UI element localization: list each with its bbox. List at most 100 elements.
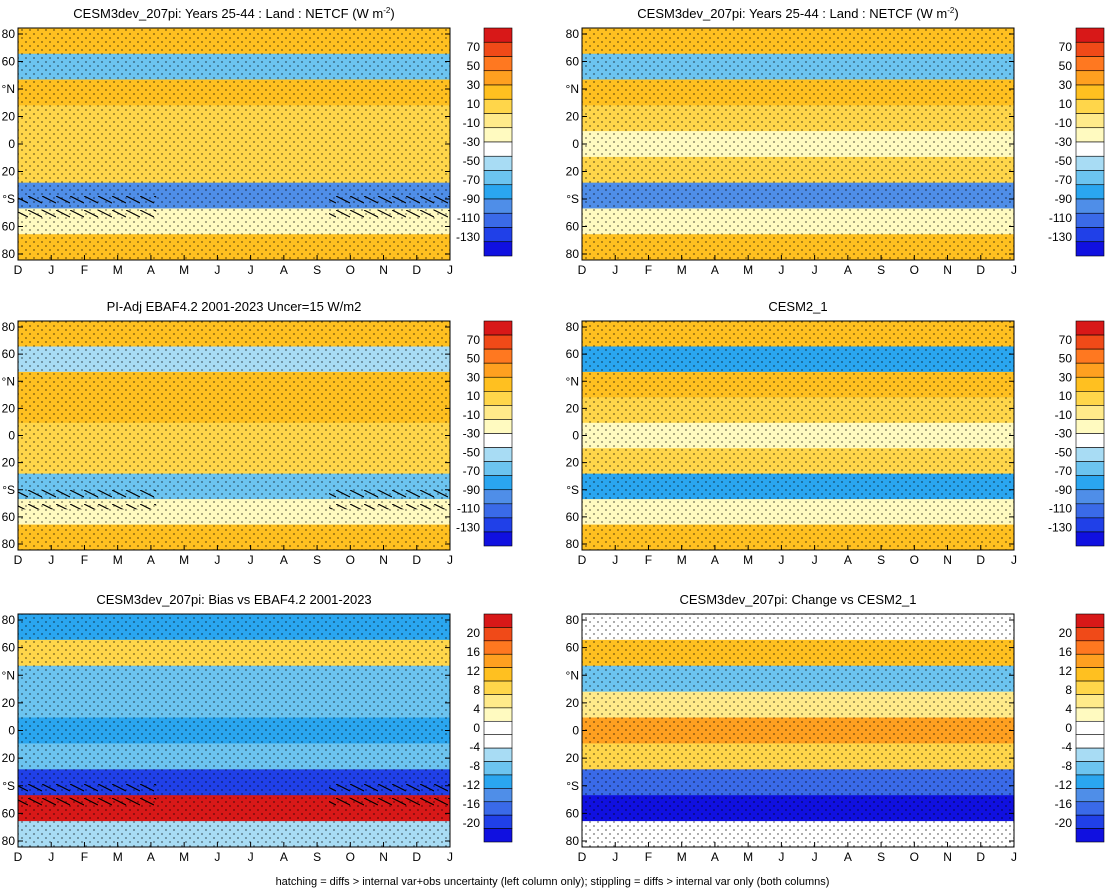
colorbar-label: -20 [463,816,481,830]
colorbar-label: -110 [457,502,480,516]
x-tick-label: O [346,263,355,277]
colorbar-cell [1075,774,1105,789]
colorbar-cell [1075,348,1105,364]
x-tick-label: F [645,263,652,277]
colorbar-label: 10 [1059,389,1073,403]
colorbar-cell [483,198,513,214]
x-tick-label: J [48,850,54,864]
colorbar-cell [1075,320,1105,336]
colorbar-label: -110 [457,211,480,225]
colorbar-label: 10 [467,97,481,111]
x-tick-label: J [612,850,618,864]
y-tick-label: 60 [566,806,580,820]
colorbar-label: 30 [467,370,481,384]
x-tick-label: M [677,553,687,567]
colorbar-label: 0 [473,721,480,735]
x-tick-label: J [48,263,54,277]
colorbar-label: 20 [1059,626,1073,640]
x-tick-label: S [877,553,885,567]
colorbar-cell [483,747,513,762]
x-tick-label: J [248,850,254,864]
y-tick-label: 20 [2,165,16,179]
colorbar-cell [483,694,513,709]
x-tick-label: N [943,553,952,567]
colorbar-cell [1075,801,1105,816]
y-tick-label: 0 [572,724,579,738]
y-tick-label: °S [2,192,15,206]
colorbar: 70 50 30 10 -10 -30 -50 -70 -90 -110 -130 [1048,27,1105,257]
colorbar-label: -90 [1055,483,1073,497]
y-tick-label: 0 [572,429,579,443]
x-tick-label: M [677,850,687,864]
colorbar-cell [483,667,513,682]
colorbar-label: 50 [467,59,481,73]
x-tick-label: A [711,850,719,864]
y-tick-label: 60 [2,347,16,361]
y-tick-label: °N [566,374,579,388]
colorbar-label: 8 [473,683,480,697]
colorbar-cell [483,680,513,695]
stippling-overlay [582,614,1014,847]
colorbar-cell [1075,113,1105,129]
colorbar-cell [483,241,513,257]
x-tick-label: J [214,850,220,864]
colorbar-label: -50 [1055,154,1073,168]
colorbar: 20 16 12 8 4 0 -4 -8 -12 -16 -20 [463,613,513,843]
colorbar-cell [1075,694,1105,709]
x-tick-label: D [976,553,985,567]
colorbar-cell [483,320,513,336]
colorbar-label: -30 [1055,135,1073,149]
y-tick-label: 60 [2,641,16,655]
colorbar-label: -8 [469,759,480,773]
x-tick-label: D [412,263,421,277]
y-tick-label: 0 [572,137,579,151]
x-tick-label: S [313,553,321,567]
y-tick-label: 60 [2,220,16,234]
y-tick-label: 60 [566,641,580,655]
colorbar-cell [483,227,513,243]
colorbar-label: 10 [467,389,481,403]
colorbar-cell [1075,56,1105,72]
colorbar-label: -30 [463,135,481,149]
colorbar-label: -70 [1055,464,1073,478]
x-tick-label: D [14,850,23,864]
x-tick-label: J [612,553,618,567]
y-tick-label: °S [566,779,579,793]
x-tick-label: S [877,263,885,277]
colorbar-cell [483,475,513,491]
y-tick-label: 80 [566,27,580,41]
y-tick-label: 80 [566,537,580,551]
y-tick-label: 20 [2,110,16,124]
x-tick-label: A [280,553,288,567]
colorbar-cell [1075,788,1105,803]
x-tick-label: N [379,263,388,277]
x-tick-label: D [578,850,587,864]
colorbar-cell [1075,198,1105,214]
colorbar-label: 0 [1065,721,1072,735]
colorbar-cell [483,376,513,392]
x-tick-label: J [248,553,254,567]
colorbar-cell [1075,734,1105,749]
x-tick-label: N [379,850,388,864]
stippling-overlay [18,321,450,550]
colorbar-label: -110 [1049,502,1072,516]
colorbar-label: -10 [463,408,481,422]
colorbar-label: -130 [456,520,480,534]
colorbar-cell [483,127,513,143]
colorbar-label: -12 [463,778,481,792]
colorbar-cell [483,419,513,434]
colorbar-label: 20 [467,626,481,640]
colorbar-label: -50 [463,154,481,168]
x-tick-label: M [677,263,687,277]
colorbar-cell [483,720,513,736]
colorbar-cell [1075,667,1105,682]
colorbar-label: -50 [1055,445,1073,459]
stippling-overlay [582,321,1014,550]
y-tick-label: 80 [566,613,580,627]
colorbar-cell [1075,627,1105,642]
x-tick-label: N [943,263,952,277]
colorbar-cell [483,788,513,803]
y-tick-label: 80 [2,27,16,41]
colorbar-label: 12 [467,664,481,678]
colorbar-cell [483,734,513,749]
